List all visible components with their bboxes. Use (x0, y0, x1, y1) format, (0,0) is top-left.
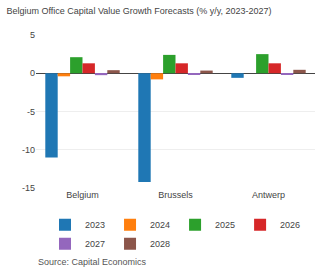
svg-text:2028: 2028 (150, 239, 170, 249)
svg-text:Antwerp: Antwerp (252, 190, 285, 200)
svg-text:2026: 2026 (280, 220, 300, 230)
svg-text:Belgium Office Capital Value G: Belgium Office Capital Value Growth Fore… (7, 6, 272, 16)
svg-text:Brussels: Brussels (158, 190, 193, 200)
svg-text:-15: -15 (22, 183, 35, 193)
svg-text:2024: 2024 (150, 220, 170, 230)
svg-text:2023: 2023 (85, 220, 105, 230)
svg-text:-10: -10 (22, 145, 35, 155)
svg-text:Source: Capital Economics: Source: Capital Economics (38, 257, 147, 267)
svg-text:Belgium: Belgium (66, 190, 99, 200)
svg-text:2027: 2027 (85, 239, 105, 249)
svg-text:0: 0 (30, 68, 35, 78)
svg-text:5: 5 (30, 30, 35, 40)
svg-text:-5: -5 (27, 107, 35, 117)
svg-text:2025: 2025 (215, 220, 235, 230)
